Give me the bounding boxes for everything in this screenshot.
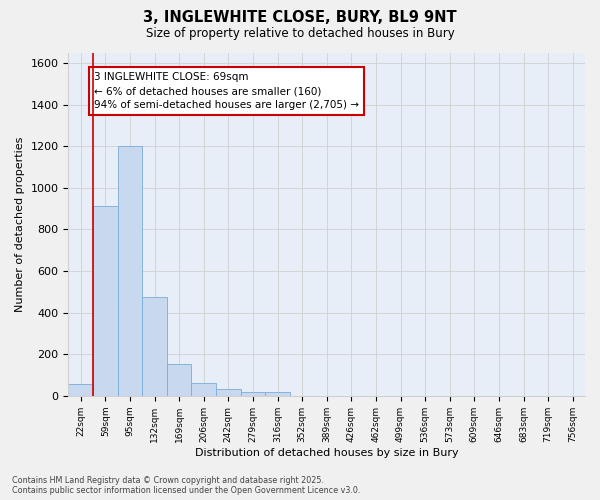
Bar — [142, 297, 167, 396]
Bar — [118, 146, 142, 396]
Bar — [167, 364, 191, 396]
Bar — [93, 206, 118, 396]
Text: 3 INGLEWHITE CLOSE: 69sqm
← 6% of detached houses are smaller (160)
94% of semi-: 3 INGLEWHITE CLOSE: 69sqm ← 6% of detach… — [94, 72, 359, 110]
Bar — [216, 388, 241, 396]
Bar — [241, 392, 265, 396]
Y-axis label: Number of detached properties: Number of detached properties — [15, 136, 25, 312]
Text: Size of property relative to detached houses in Bury: Size of property relative to detached ho… — [146, 28, 454, 40]
Text: 3, INGLEWHITE CLOSE, BURY, BL9 9NT: 3, INGLEWHITE CLOSE, BURY, BL9 9NT — [143, 10, 457, 25]
Bar — [68, 384, 93, 396]
Text: Contains HM Land Registry data © Crown copyright and database right 2025.
Contai: Contains HM Land Registry data © Crown c… — [12, 476, 361, 495]
Bar — [191, 384, 216, 396]
X-axis label: Distribution of detached houses by size in Bury: Distribution of detached houses by size … — [195, 448, 458, 458]
Bar — [265, 392, 290, 396]
